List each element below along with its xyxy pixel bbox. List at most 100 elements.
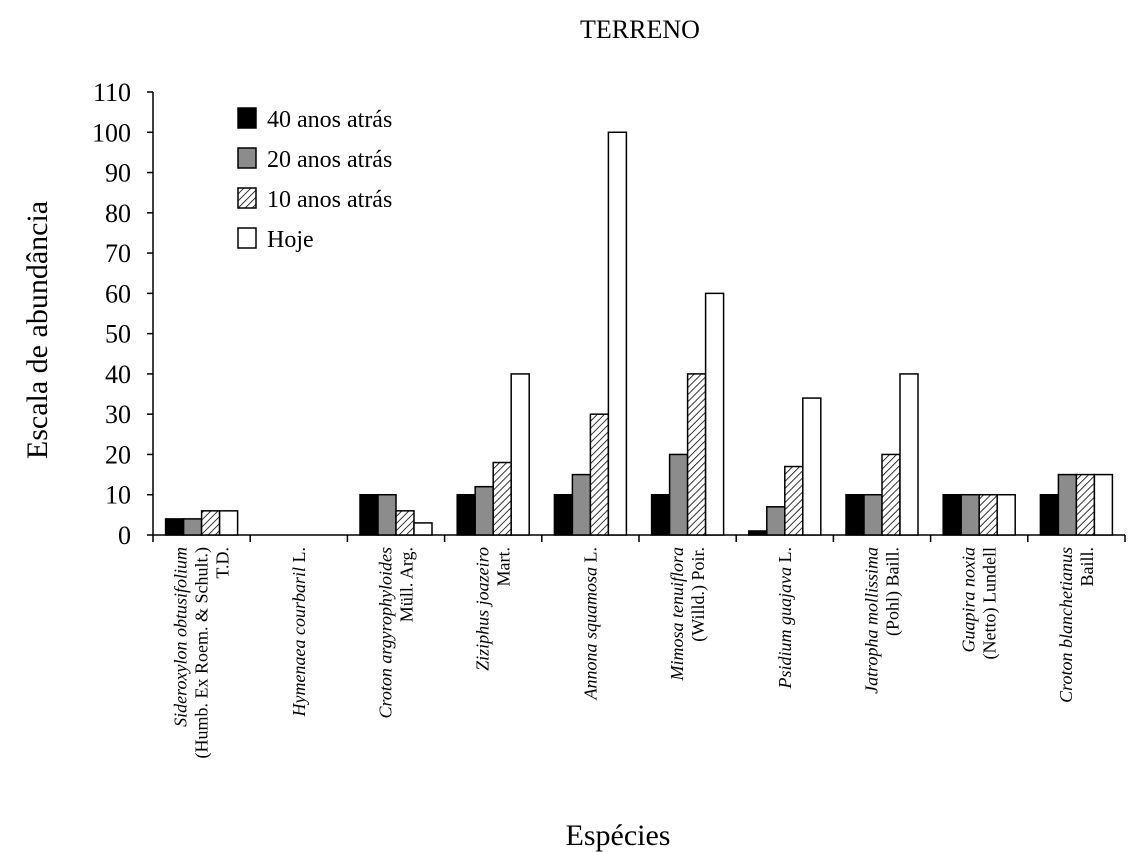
x-tick-label-part: L. — [289, 547, 309, 567]
plot-area: 0 10 20 30 40 50 60 70 80 90 100 110 Sideroxylon obt… — [92, 78, 1126, 758]
bar — [164, 518, 185, 536]
x-tick-label-line: Müll. Arg. — [397, 547, 417, 622]
bar — [553, 493, 574, 536]
x-tick-label-line: Baill. — [1077, 547, 1097, 587]
bar — [474, 485, 494, 536]
x-tick-label-line: Guapira noxia — [959, 547, 979, 653]
x-tick-label-part: Psidium guajava — [775, 567, 795, 690]
legend-label: Hoje — [267, 227, 314, 253]
x-tick-label-part: Ziziphus joazeiro — [473, 547, 493, 671]
bar — [942, 493, 962, 536]
x-tick-label-part: Mimosa tenuiflora — [667, 547, 687, 682]
bar — [686, 373, 707, 536]
x-tick-label-line: Mart. — [494, 547, 514, 587]
x-tick-label-line: (Pohl) Baill. — [883, 547, 904, 636]
x-tick-label-line: Hymenaea courbaril L. — [289, 547, 309, 717]
x-tick-label-part: Guapira noxia — [959, 547, 979, 653]
x-axis-title: Espécies — [566, 819, 671, 852]
x-tick-label-line: Psidium guajava L. — [775, 547, 795, 690]
x-tick-label: Jatropha mollissima (Pohl) Baill. — [862, 547, 904, 694]
x-tick-label-part: (Willd.) Poir. — [688, 547, 709, 642]
bar — [589, 413, 610, 536]
x-tick-label-line: (Willd.) Poir. — [688, 547, 709, 642]
x-tick-label-part: (Pohl) Baill. — [883, 547, 904, 636]
bar — [413, 522, 433, 536]
y-tick-label: 30 — [105, 400, 131, 429]
y-tick-label: 20 — [105, 440, 131, 469]
x-tick-label-part: T.D. — [213, 547, 233, 579]
bar — [899, 373, 919, 536]
y-axis-title: Escala de abundância — [21, 201, 54, 459]
legend: 40 anos atrás 20 anos atrás 10 anos atrás H… — [237, 107, 392, 253]
x-tick-label-part: Sideroxylon obtusifolium — [171, 547, 191, 727]
legend-label: 20 anos atrás — [267, 147, 392, 173]
x-tick-label-part: Hymenaea courbaril — [289, 567, 309, 717]
x-tick-label-line: Ziziphus joazeiro — [473, 547, 493, 671]
y-tick-label: 110 — [93, 78, 131, 107]
x-tick-label-line: Croton blanchetianus — [1056, 547, 1076, 703]
bar — [359, 493, 379, 536]
x-tick-label-part: Mart. — [494, 547, 514, 587]
x-tick-label: Ziziphus joazeiro Mart. — [473, 547, 514, 671]
bar — [456, 493, 476, 536]
y-tick-label: 50 — [105, 320, 131, 349]
x-tick-label-part: Baill. — [1077, 547, 1097, 587]
y-tick-label: 70 — [105, 239, 131, 268]
chart-title: TERRENO — [580, 15, 700, 44]
y-tick-label: 100 — [92, 118, 131, 147]
bar — [1093, 473, 1114, 536]
x-tick-label-line: Annona squamosa L. — [580, 547, 600, 701]
x-tick-label-part: Jatropha mollissima — [862, 547, 882, 694]
x-tick-label: Mimosa tenuiflora (Willd.) Poir. — [667, 547, 709, 682]
legend-label: 40 anos atrás — [267, 107, 392, 133]
x-tick-label-part: (Netto) Lundell — [980, 547, 1001, 659]
bar — [704, 292, 725, 536]
x-tick-label-part: Croton blanchetianus — [1056, 547, 1076, 703]
y-tick-label: 90 — [105, 159, 131, 188]
x-tick-label: Sideroxylon obtusifolium (Humb. Ex Roem. … — [171, 547, 233, 758]
x-tick-label-part: Annona squamosa — [580, 567, 600, 701]
x-tick-label-part: Croton argyrophyloides — [376, 547, 396, 719]
bar — [766, 506, 786, 536]
bar — [1039, 493, 1060, 536]
x-tick-label-line: Sideroxylon obtusifolium — [171, 547, 191, 727]
bar — [802, 397, 822, 536]
legend-swatch — [237, 147, 257, 169]
bar — [650, 493, 671, 536]
x-tick-label-line: (Netto) Lundell — [980, 547, 1001, 659]
legend-swatch — [237, 227, 257, 249]
bar — [200, 510, 221, 536]
bar — [960, 493, 980, 536]
x-tick-label-part: (Humb. Ex Roem. & Schult.) — [192, 547, 213, 758]
bar — [182, 518, 203, 536]
x-tick-label-line: T.D. — [213, 547, 233, 579]
x-tick-label: Croton blanchetianus Baill. — [1056, 547, 1097, 703]
x-tick-label-part: L. — [775, 547, 795, 567]
y-tick-label: 40 — [105, 360, 131, 389]
legend-swatch — [237, 187, 257, 209]
x-tick-label: Guapira noxia (Netto) Lundell — [959, 547, 1001, 659]
bar — [510, 373, 530, 536]
x-tick-label: Croton argyrophyloides Müll. Arg. — [376, 547, 417, 719]
bar — [748, 530, 768, 536]
bar — [492, 461, 512, 536]
bar — [845, 493, 865, 536]
x-tick-label: Annona squamosa L. — [580, 547, 600, 701]
bar — [668, 453, 689, 536]
x-tick-label-line: Jatropha mollissima — [862, 547, 882, 694]
bar — [218, 510, 239, 536]
legend-swatch — [237, 107, 257, 129]
x-tick-label-line: (Humb. Ex Roem. & Schult.) — [192, 547, 213, 758]
bar — [978, 493, 998, 536]
x-tick-label-line: Croton argyrophyloides — [376, 547, 396, 719]
x-tick-label-part: L. — [580, 547, 600, 567]
bar — [571, 473, 592, 536]
bar — [996, 493, 1016, 536]
bar — [377, 493, 397, 536]
bar — [607, 131, 628, 536]
y-tick-label: 80 — [105, 199, 131, 228]
bar — [881, 453, 901, 536]
bar — [863, 493, 883, 536]
